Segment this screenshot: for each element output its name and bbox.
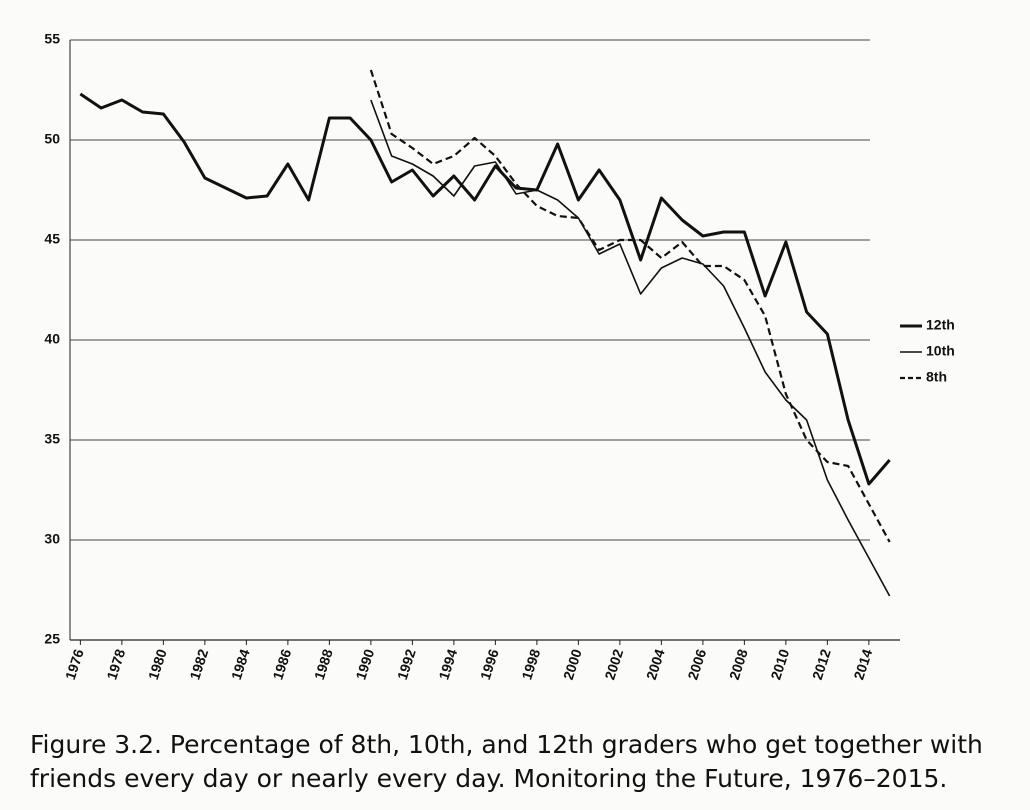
x-tick-label: 1988 (311, 647, 336, 682)
y-tick-label: 35 (44, 431, 60, 447)
y-tick-label: 40 (44, 331, 60, 347)
x-tick-label: 2006 (684, 647, 709, 682)
x-tick-label: 2008 (726, 647, 751, 682)
y-tick-label: 55 (44, 31, 60, 47)
legend-label: 8th (926, 369, 947, 385)
y-tick-label: 50 (44, 131, 60, 147)
x-tick-label: 2002 (601, 647, 626, 682)
x-tick-label: 2000 (560, 647, 585, 682)
x-tick-label: 1990 (352, 647, 377, 682)
x-tick-label: 1976 (62, 647, 87, 682)
series-line (370, 99, 891, 597)
x-tick-label: 2012 (809, 647, 834, 682)
x-tick-label: 1996 (477, 647, 502, 682)
legend-label: 10th (926, 343, 955, 359)
series-line (79, 92, 891, 486)
y-tick-label: 45 (44, 231, 60, 247)
x-tick-label: 1998 (518, 647, 543, 682)
caption: Figure 3.2. Percentage of 8th, 10th, and… (30, 730, 983, 793)
x-tick-label: 1992 (394, 647, 419, 682)
x-tick-label: 2010 (767, 647, 792, 682)
chart: 25 30 35 40 45 50 55 1976 1978 1980 1982 1984 1986 19… (44, 31, 955, 682)
series-line (369, 69, 891, 543)
x-tick-label: 1994 (435, 647, 460, 682)
y-tick-label: 30 (44, 531, 60, 547)
x-tick-label: 1982 (186, 647, 211, 682)
x-tick-label: 2014 (850, 647, 875, 682)
x-tick-label: 1978 (103, 647, 128, 682)
x-tick-label: 1984 (228, 647, 253, 682)
x-tick-label: 1986 (269, 647, 294, 682)
x-tick-label: 1980 (145, 647, 170, 682)
legend-label: 12th (926, 317, 955, 333)
x-tick-label: 2004 (643, 647, 668, 682)
y-tick-label: 25 (44, 631, 60, 647)
